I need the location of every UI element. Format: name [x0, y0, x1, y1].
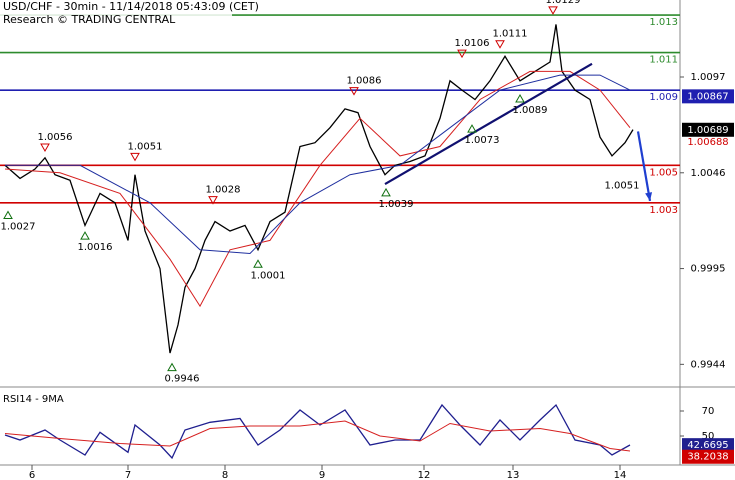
low-label: 1.0089: [513, 105, 548, 116]
low-label: 1.0016: [78, 242, 113, 253]
y-tick-label: 0.9944: [691, 359, 726, 370]
x-tick-label: 9: [319, 470, 325, 480]
low-label: 0.9946: [165, 374, 200, 385]
y-tick-label: 1.0046: [691, 168, 726, 179]
chart-subtitle: Research © TRADING CENTRAL: [3, 13, 176, 26]
price-line: [4, 403, 631, 460]
high-label: 1.0111: [493, 29, 528, 40]
trend-line: [636, 131, 652, 202]
price-tag-label: 1.00688: [687, 137, 728, 148]
low-marker: [80, 231, 90, 240]
price-tag-label: 1.00689: [687, 125, 728, 136]
price-tag: [682, 449, 734, 464]
level-label: 1.003: [649, 205, 678, 216]
high-marker: [40, 143, 50, 153]
price-tag: [682, 438, 734, 453]
low-marker: [381, 187, 391, 197]
price-tag-label: 42.6695: [687, 440, 728, 451]
price-tag: [682, 122, 734, 137]
low-label: 1.0039: [379, 199, 414, 210]
high-marker: [349, 87, 359, 96]
low-marker: [3, 210, 13, 219]
x-tick-label: 7: [125, 470, 131, 480]
arrow-head: [645, 192, 653, 201]
y-tick-label: 1.0097: [691, 72, 726, 83]
y-tick-label: 50: [702, 431, 715, 442]
moving-average: [5, 74, 631, 255]
price-tag: [682, 89, 734, 104]
moving-average: [4, 420, 631, 452]
level-label: 1.013: [649, 17, 678, 28]
level-label: 1.009: [649, 92, 678, 103]
high-marker: [495, 40, 505, 49]
price-line: [4, 24, 634, 354]
high-marker: [208, 196, 218, 205]
x-tick-label: 8: [222, 470, 228, 480]
high-label: 1.0056: [38, 132, 73, 143]
x-tick-label: 12: [418, 470, 431, 480]
x-tick-label: 6: [29, 470, 35, 480]
title-backdrop: [0, 0, 232, 27]
y-tick-label: 0.9995: [691, 264, 726, 275]
level-label: 1.005: [649, 167, 678, 178]
low-marker: [253, 259, 263, 268]
price-label: 1.0051: [605, 180, 640, 191]
high-label: 1.0129: [546, 0, 581, 6]
high-label: 1.0086: [347, 76, 382, 87]
low-marker: [515, 94, 525, 103]
high-label: 1.0051: [128, 141, 163, 152]
high-marker: [130, 152, 140, 162]
high-marker: [457, 49, 467, 59]
high-marker: [548, 6, 558, 15]
moving-average: [4, 70, 631, 308]
low-label: 1.0073: [465, 135, 500, 146]
low-marker: [467, 124, 477, 133]
x-tick-label: 14: [614, 470, 627, 480]
high-label: 1.0106: [455, 38, 490, 49]
level-label: 1.011: [649, 55, 678, 66]
price-tag-label: 38.2038: [687, 452, 728, 463]
chart-title: USD/CHF - 30min - 11/14/2018 05:43:09 (C…: [3, 0, 259, 13]
low-label: 1.0001: [251, 270, 286, 281]
rsi-title: RSI14 - 9MA: [3, 394, 64, 405]
low-marker: [167, 362, 177, 372]
trend-line: [384, 62, 593, 186]
x-tick-label: 13: [507, 470, 520, 480]
y-tick-label: 70: [702, 406, 715, 417]
price-tag-label: 1.00867: [687, 91, 728, 102]
low-label: 1.0027: [1, 221, 36, 232]
high-label: 1.0028: [206, 185, 241, 196]
